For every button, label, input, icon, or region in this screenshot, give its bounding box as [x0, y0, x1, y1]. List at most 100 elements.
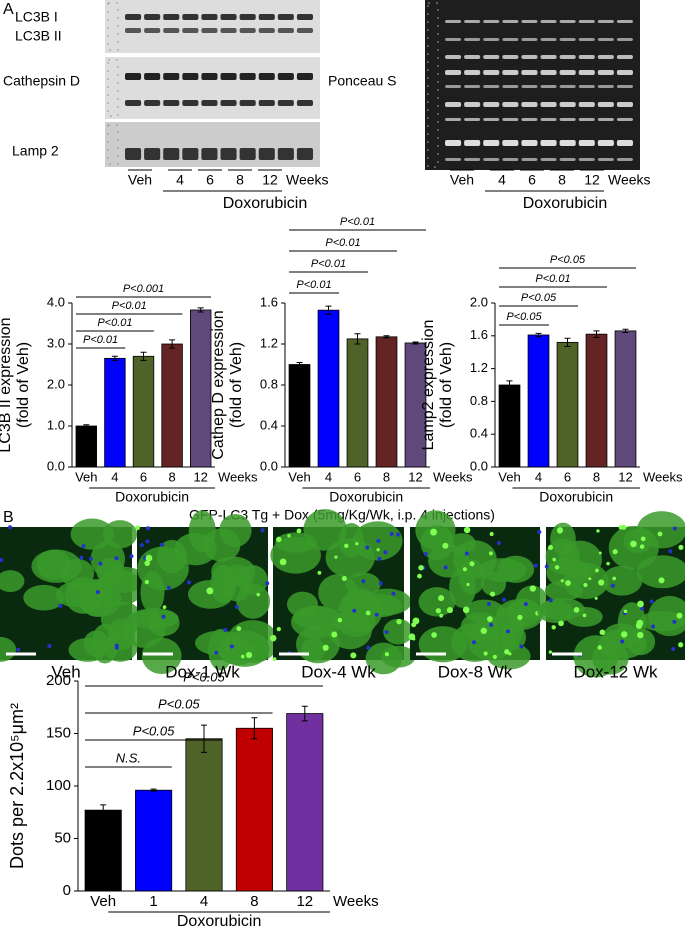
puncta — [430, 528, 438, 536]
band — [483, 70, 500, 75]
bar — [498, 384, 521, 468]
puncta — [240, 654, 245, 659]
group-label: Doxorubicin — [539, 489, 613, 505]
band — [616, 102, 633, 107]
bar — [235, 727, 273, 892]
bar — [84, 809, 122, 892]
error-bar — [201, 724, 207, 753]
band — [502, 118, 519, 121]
x-tick-label: 4 — [200, 893, 208, 910]
nucleus — [496, 541, 501, 546]
band — [239, 14, 256, 20]
micrograph-label: Dox-4 Wk — [301, 662, 376, 681]
nucleus — [260, 528, 265, 533]
y-tick-label: 1.2 — [470, 360, 488, 375]
band — [296, 28, 313, 33]
puncta — [287, 534, 291, 538]
band — [483, 20, 500, 23]
puncta — [598, 551, 602, 555]
band — [521, 85, 538, 88]
band — [163, 28, 180, 33]
puncta — [337, 617, 343, 623]
bar — [288, 364, 311, 468]
band — [277, 100, 294, 106]
band — [220, 14, 237, 20]
puncta — [599, 629, 606, 636]
band — [597, 55, 614, 59]
nucleus — [640, 606, 645, 611]
nucleus — [79, 555, 84, 560]
band — [597, 158, 614, 161]
nucleus — [489, 622, 494, 627]
band — [597, 140, 614, 146]
nucleus — [610, 583, 615, 588]
nucleus — [384, 630, 389, 635]
lane-label: 12 — [262, 172, 278, 188]
puncta — [640, 536, 646, 542]
cell — [219, 513, 252, 547]
puncta — [596, 529, 600, 533]
x-tick-label: 4 — [111, 469, 118, 484]
cell — [447, 533, 476, 555]
band — [540, 20, 557, 23]
cell — [0, 570, 25, 593]
nucleus — [16, 647, 21, 652]
puncta — [547, 544, 554, 551]
nucleus — [58, 603, 63, 608]
band — [559, 55, 576, 59]
cell — [102, 520, 138, 549]
group-label: Doxorubicin — [177, 913, 261, 930]
puncta — [144, 579, 149, 585]
band — [616, 55, 633, 59]
band — [502, 20, 519, 23]
bar — [185, 738, 223, 892]
x-tick-label: Veh — [75, 469, 97, 484]
x-unit-label: Weeks — [433, 469, 473, 484]
puncta — [462, 567, 467, 572]
blot-image — [105, 122, 320, 167]
error-bar — [383, 335, 390, 339]
cell — [220, 630, 270, 667]
band — [483, 118, 500, 121]
puncta — [483, 651, 488, 656]
bar — [75, 425, 97, 468]
nucleus — [352, 608, 357, 613]
puncta — [606, 561, 610, 566]
puncta — [355, 542, 359, 546]
band — [296, 100, 313, 106]
band — [182, 14, 199, 20]
nucleus — [81, 544, 86, 549]
bar — [132, 355, 155, 468]
puncta — [408, 633, 416, 641]
nucleus — [519, 644, 524, 649]
band — [163, 148, 180, 160]
band — [521, 55, 538, 59]
nucleus — [229, 644, 234, 649]
puncta — [583, 582, 588, 588]
puncta — [657, 531, 663, 537]
puncta — [350, 652, 357, 659]
puncta — [384, 652, 389, 657]
band — [483, 38, 500, 41]
band — [182, 100, 199, 106]
cell — [356, 594, 402, 618]
nucleus — [506, 629, 511, 634]
nucleus — [234, 604, 239, 609]
nucleus — [423, 551, 428, 556]
x-tick-label: 6 — [140, 469, 147, 484]
nucleus — [139, 543, 144, 548]
puncta — [554, 565, 560, 570]
band — [258, 148, 275, 160]
puncta — [548, 650, 553, 654]
band — [296, 14, 313, 20]
blot-label: Cathepsin D — [3, 73, 80, 89]
band — [616, 118, 633, 121]
significance-label: P<0.05 — [506, 311, 542, 323]
cell — [544, 580, 583, 601]
puncta — [144, 560, 151, 567]
micrograph-label: Dox-1 Wk — [165, 662, 240, 681]
band — [540, 118, 557, 121]
y-tick-label: 0.0 — [260, 458, 278, 473]
cell — [345, 572, 381, 597]
band — [502, 158, 519, 161]
